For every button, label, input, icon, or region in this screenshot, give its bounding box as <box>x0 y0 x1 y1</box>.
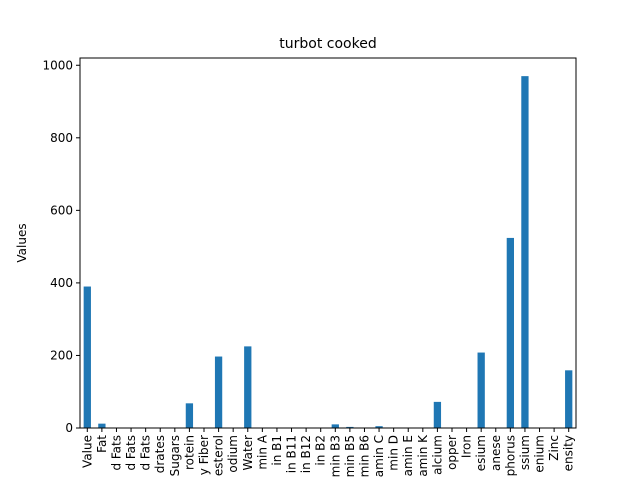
x-tick-label: Water <box>241 435 255 471</box>
y-tick-label: 400 <box>50 276 73 290</box>
bar <box>331 424 339 428</box>
x-tick-label: min B3 <box>328 435 342 477</box>
x-tick-label: Sugars <box>168 435 182 476</box>
x-tick-label: in B12 <box>299 435 313 473</box>
bar <box>565 370 573 428</box>
x-tick-label: amin C <box>372 435 386 477</box>
x-tick-label: min B6 <box>357 435 371 477</box>
x-tick-label: in B1 <box>270 435 284 466</box>
bar <box>83 286 91 428</box>
x-tick-label: alcium <box>430 435 444 475</box>
x-tick-label: d Fats <box>109 435 123 471</box>
y-tick-label: 200 <box>50 348 73 362</box>
x-tick-label: drates <box>153 435 167 473</box>
y-axis-label: Values <box>15 223 29 262</box>
x-tick-label: Iron <box>460 435 474 458</box>
x-tick-label: Zinc <box>547 435 561 461</box>
x-tick-label: anese <box>489 435 503 471</box>
y-axis-ticks: 0 200 400 600 800 1000 <box>42 58 80 435</box>
x-axis-ticks: Value Fat d Fats d Fats d Fats drates Sugars ro… <box>80 428 576 477</box>
x-tick-label: esium <box>474 435 488 471</box>
bar <box>375 426 383 428</box>
bar-series <box>83 76 573 428</box>
bar <box>477 352 485 428</box>
x-tick-label: amin K <box>416 434 430 477</box>
x-tick-label: ensity <box>562 435 576 471</box>
y-tick-label: 0 <box>65 421 73 435</box>
x-tick-label: y Fiber <box>197 435 211 475</box>
x-tick-label: d Fats <box>124 435 138 471</box>
bar <box>521 76 529 428</box>
x-tick-label: phorus <box>503 435 517 476</box>
bar <box>244 346 252 428</box>
bar <box>346 426 354 428</box>
bar <box>214 356 223 428</box>
x-tick-label: min D <box>387 435 401 471</box>
x-tick-label: min A <box>255 434 269 469</box>
bar <box>506 237 514 428</box>
bar <box>185 403 194 428</box>
x-tick-label: min B5 <box>343 435 357 477</box>
chart-title: turbot cooked <box>279 36 376 52</box>
x-tick-label: d Fats <box>139 435 153 471</box>
x-tick-label: odium <box>226 435 240 473</box>
y-tick-label: 600 <box>50 203 73 217</box>
x-tick-label: esterol <box>212 435 226 476</box>
plot-frame <box>79 57 577 429</box>
x-tick-label: Fat <box>95 435 109 453</box>
x-tick-label: opper <box>445 435 459 470</box>
bar <box>433 401 442 428</box>
x-tick-label: Value <box>80 435 94 468</box>
y-tick-label: 800 <box>50 131 73 145</box>
x-tick-label: enium <box>533 435 547 473</box>
bar <box>98 423 106 428</box>
y-tick-label: 1000 <box>42 58 73 72</box>
x-tick-label: amin E <box>401 435 415 476</box>
x-tick-label: in B2 <box>314 435 328 466</box>
x-tick-label: in B11 <box>285 435 299 473</box>
x-tick-label: rotein <box>182 435 196 470</box>
x-tick-label: ssium <box>518 435 532 470</box>
